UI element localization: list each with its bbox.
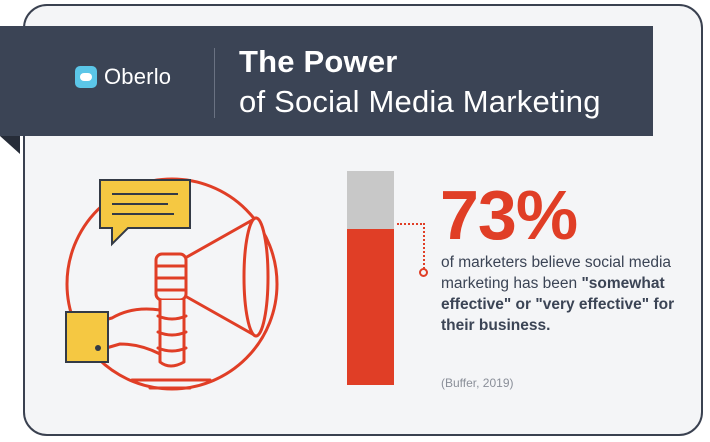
megaphone-icon <box>65 177 279 391</box>
speech-bubble-icon <box>99 179 191 247</box>
sleeve-icon <box>65 311 109 363</box>
banner-fold <box>0 136 20 154</box>
banner-divider <box>214 48 215 118</box>
percentage-bar-remainder <box>347 171 394 229</box>
percentage-bar <box>347 171 394 385</box>
connector-line <box>397 223 425 273</box>
stat-description-plain: of marketers believe social media market… <box>441 254 672 292</box>
page-title: The Power <box>239 44 398 79</box>
megaphone-illustration <box>65 177 279 391</box>
logo-text: Oberlo <box>104 64 172 89</box>
stat-description: of marketers believe social media market… <box>441 252 681 336</box>
oberlo-logo-icon <box>75 66 97 88</box>
percentage-bar-fill <box>347 229 394 385</box>
stat-source: (Buffer, 2019) <box>441 376 514 390</box>
title-banner <box>0 26 653 136</box>
stat-description-bold: "somewhat effective" or "very effective"… <box>441 275 675 334</box>
oberlo-logo: Oberlo <box>75 64 171 90</box>
stat-value: 73% <box>440 176 578 254</box>
connector-dot <box>419 268 428 277</box>
page-subtitle: of Social Media Marketing <box>239 84 601 119</box>
